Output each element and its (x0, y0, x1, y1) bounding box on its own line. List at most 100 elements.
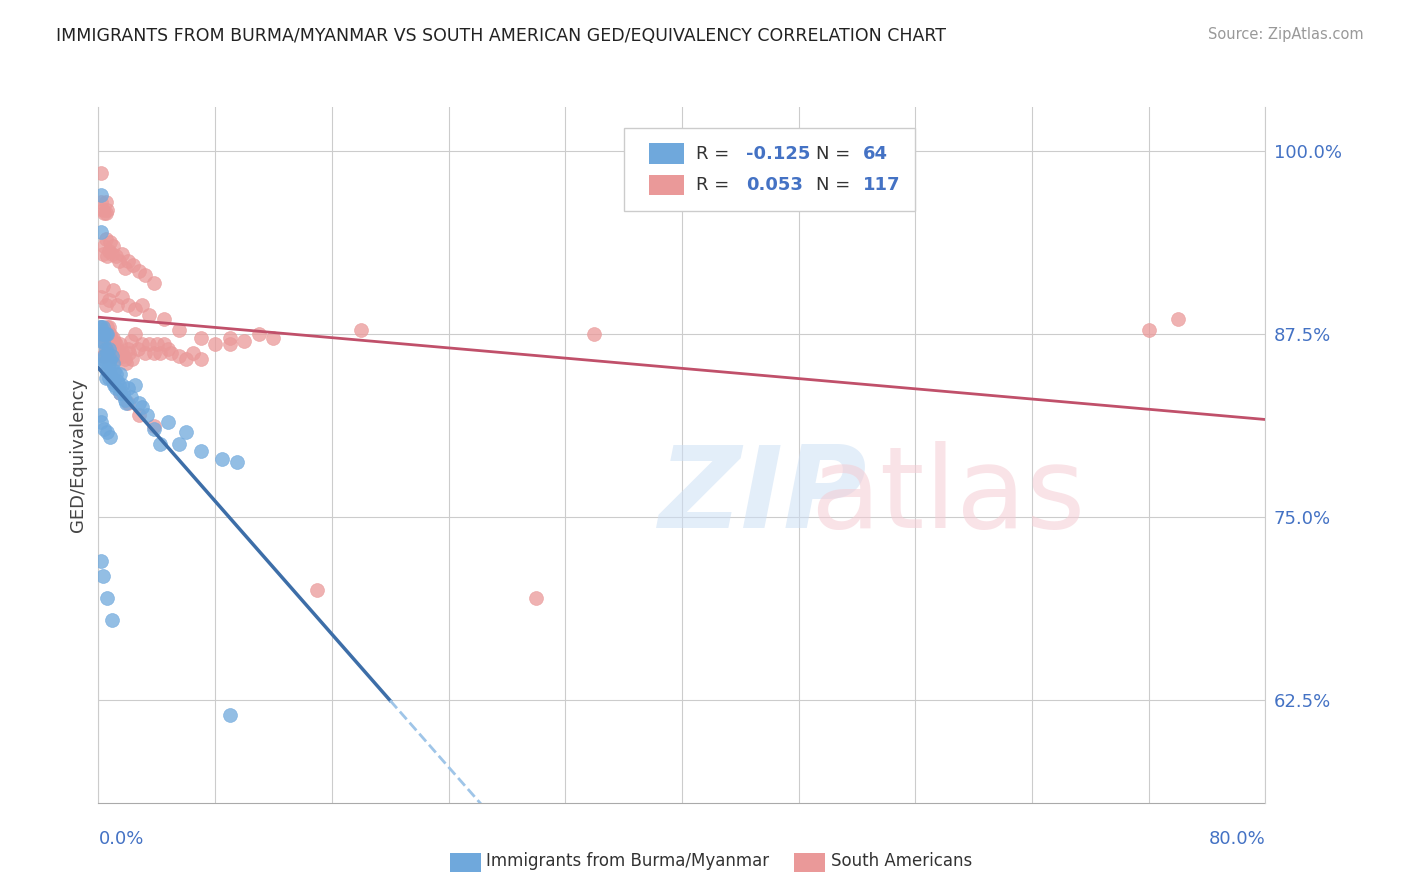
Point (211, 451, 233, 466)
Text: atlas: atlas (810, 442, 1085, 552)
Point (157, 342, 180, 356)
Point (90, 166, 112, 180)
Point (94, 205, 117, 219)
Point (97, 293, 120, 308)
Text: South Americans: South Americans (831, 852, 972, 870)
Point (181, 346, 204, 360)
Point (124, 302, 146, 317)
Point (93, 205, 115, 219)
Point (135, 408, 157, 422)
Point (90, 334, 112, 349)
Point (101, 283, 124, 297)
Point (97, 327, 120, 342)
Point (142, 346, 165, 360)
Point (101, 239, 124, 253)
Point (104, 367, 127, 381)
Point (142, 419, 165, 434)
Point (91, 334, 114, 349)
Point (90, 290, 112, 304)
Point (90, 554, 112, 568)
Point (174, 425, 197, 440)
Point (153, 312, 176, 326)
Text: 0.053: 0.053 (747, 176, 803, 194)
Point (167, 437, 190, 451)
Text: Source: ZipAtlas.com: Source: ZipAtlas.com (1208, 27, 1364, 42)
Point (134, 346, 156, 360)
Point (105, 374, 128, 388)
Point (149, 346, 172, 360)
Point (100, 349, 122, 363)
Point (160, 346, 183, 360)
Point (142, 422, 165, 436)
Point (97, 356, 120, 370)
Bar (650, 144, 685, 164)
Point (93, 327, 115, 342)
Point (138, 337, 160, 351)
Point (117, 298, 139, 312)
Point (111, 344, 134, 359)
Point (118, 346, 141, 360)
Point (127, 342, 149, 356)
Point (98, 429, 121, 443)
Text: R =: R = (696, 176, 735, 194)
Y-axis label: GED/Equivalency: GED/Equivalency (69, 378, 87, 532)
Text: ZIP: ZIP (658, 442, 868, 552)
Point (108, 253, 131, 268)
Point (117, 396, 139, 410)
Text: 117: 117 (863, 176, 900, 194)
Point (114, 392, 136, 407)
Point (247, 327, 270, 342)
Point (226, 454, 249, 468)
Point (96, 364, 118, 378)
Point (94, 371, 117, 385)
Point (91, 319, 114, 334)
Point (90, 188, 112, 202)
Point (122, 258, 145, 272)
Point (204, 337, 226, 351)
Point (105, 298, 128, 312)
Point (94, 356, 117, 370)
Point (98, 346, 121, 360)
Text: 0.0%: 0.0% (98, 830, 143, 847)
Point (93, 239, 115, 253)
Point (91, 278, 114, 293)
Point (111, 290, 134, 304)
Point (97, 342, 120, 356)
Text: R =: R = (696, 145, 735, 162)
Point (190, 351, 212, 366)
Point (134, 268, 156, 283)
Point (94, 298, 117, 312)
Point (90, 195, 112, 210)
Point (93, 349, 115, 363)
Point (101, 331, 124, 345)
Point (190, 444, 212, 458)
Point (111, 246, 134, 260)
Point (96, 319, 118, 334)
FancyBboxPatch shape (624, 128, 915, 211)
Point (93, 356, 115, 370)
Text: 64: 64 (863, 145, 887, 162)
Point (131, 298, 153, 312)
Point (90, 319, 112, 334)
Point (98, 235, 121, 249)
Point (114, 261, 136, 276)
Point (104, 351, 127, 366)
Point (108, 346, 131, 360)
Point (142, 276, 165, 290)
Point (111, 378, 134, 392)
Point (100, 334, 122, 349)
Point (1137, 323, 1160, 337)
Point (115, 356, 138, 370)
Point (96, 346, 118, 360)
Point (117, 253, 139, 268)
Point (103, 364, 125, 378)
Point (94, 327, 117, 342)
Point (524, 591, 547, 605)
Point (96, 202, 118, 217)
Point (105, 342, 128, 356)
Point (94, 342, 117, 356)
Point (128, 408, 150, 422)
Point (112, 349, 135, 363)
Text: -0.125: -0.125 (747, 145, 810, 162)
Point (90, 225, 112, 239)
